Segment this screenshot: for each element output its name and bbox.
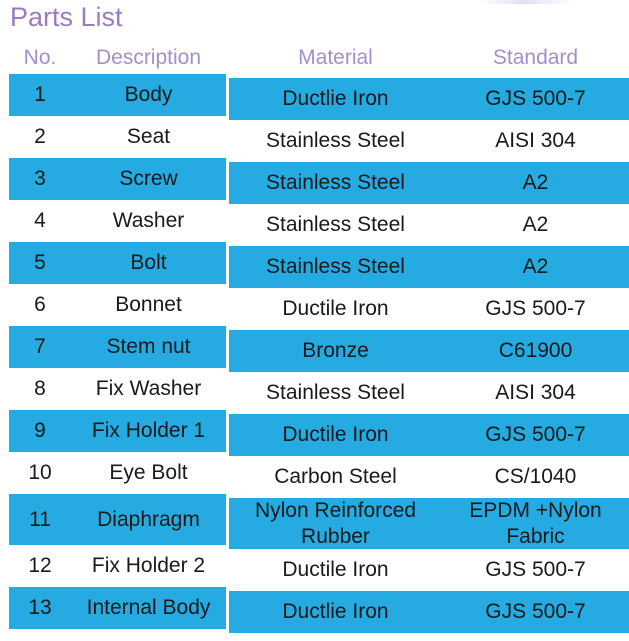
cell-material: Stainless Steel	[229, 120, 442, 162]
column-header-description: Description	[95, 46, 202, 70]
cell-material: Ductile Iron	[229, 288, 442, 330]
cell-standard: CS/1040	[442, 456, 629, 498]
cell-material: Ductlie Iron	[229, 78, 442, 120]
cell-description: Bolt	[71, 242, 226, 284]
cell-description: Seat	[71, 116, 226, 158]
cell-no: 11	[9, 494, 71, 546]
cell-description: Stem nut	[71, 326, 226, 368]
cell-material: Stainless Steel	[229, 162, 442, 204]
cell-description: Washer	[71, 200, 226, 242]
table-header-row: No. Description Material Standard	[0, 42, 629, 74]
cell-description: Screw	[71, 158, 226, 200]
cell-no: 1	[9, 74, 71, 116]
cell-standard: GJS 500-7	[442, 591, 629, 634]
cell-no: 3	[9, 158, 71, 200]
cell-material: Carbon Steel	[229, 456, 442, 498]
cell-standard: AISI 304	[442, 120, 629, 162]
cell-no: 6	[9, 284, 71, 326]
table-row: 5 Bolt Stainless Steel A2	[0, 242, 629, 288]
table-row: 12 Fix Holder 2 Ductile Iron GJS 500-7	[0, 545, 629, 592]
cell-standard: EPDM +Nylon Fabric	[442, 498, 629, 550]
cell-material: Ductile Iron	[229, 414, 442, 456]
column-header-standard: Standard	[492, 46, 579, 70]
cell-standard: GJS 500-7	[442, 288, 629, 330]
cell-material: Bronze	[229, 330, 442, 372]
page-title: Parts List	[10, 2, 123, 32]
table-row: 1 Body Ductlie Iron GJS 500-7	[0, 74, 629, 120]
cell-description: Fix Washer	[71, 368, 226, 410]
cell-no: 10	[9, 452, 71, 494]
cell-standard: C61900	[442, 330, 629, 372]
parts-table-body: 1 Body Ductlie Iron GJS 500-7 2 Seat Sta…	[0, 74, 629, 634]
table-row: 13 Internal Body Ductlie Iron GJS 500-7	[0, 587, 629, 634]
cell-description: Bonnet	[71, 284, 226, 326]
cell-description: Diaphragm	[71, 494, 226, 546]
cell-material: Stainless Steel	[229, 204, 442, 246]
table-row: 3 Screw Stainless Steel A2	[0, 158, 629, 204]
cell-description: Fix Holder 1	[71, 410, 226, 452]
cell-material: Ductlie Iron	[229, 591, 442, 634]
cell-no: 7	[9, 326, 71, 368]
cell-no: 12	[9, 545, 71, 588]
cell-no: 2	[9, 116, 71, 158]
table-row: 2 Seat Stainless Steel AISI 304	[0, 116, 629, 162]
cell-standard: A2	[442, 246, 629, 288]
cell-standard: GJS 500-7	[442, 414, 629, 456]
column-header-no: No.	[23, 46, 57, 70]
cell-standard: GJS 500-7	[442, 78, 629, 120]
cell-description: Body	[71, 74, 226, 116]
table-row: 8 Fix Washer Stainless Steel AISI 304	[0, 368, 629, 414]
table-row: 7 Stem nut Bronze C61900	[0, 326, 629, 372]
top-edge-artifact	[478, 0, 573, 4]
cell-no: 8	[9, 368, 71, 410]
table-row: 11 Diaphragm Nylon Reinforced Rubber EPD…	[0, 494, 629, 550]
cell-material: Nylon Reinforced Rubber	[229, 498, 442, 550]
cell-description: Internal Body	[71, 587, 226, 630]
cell-standard: AISI 304	[442, 372, 629, 414]
cell-standard: A2	[442, 162, 629, 204]
cell-description: Eye Bolt	[71, 452, 226, 494]
cell-description: Fix Holder 2	[71, 545, 226, 588]
cell-material: Stainless Steel	[229, 246, 442, 288]
table-row: 10 Eye Bolt Carbon Steel CS/1040	[0, 452, 629, 498]
cell-standard: GJS 500-7	[442, 549, 629, 592]
cell-no: 5	[9, 242, 71, 284]
table-row: 4 Washer Stainless Steel A2	[0, 200, 629, 246]
cell-standard: A2	[442, 204, 629, 246]
cell-material: Stainless Steel	[229, 372, 442, 414]
cell-no: 9	[9, 410, 71, 452]
cell-material: Ductile Iron	[229, 549, 442, 592]
column-header-material: Material	[298, 46, 373, 70]
table-row: 6 Bonnet Ductile Iron GJS 500-7	[0, 284, 629, 330]
table-row: 9 Fix Holder 1 Ductile Iron GJS 500-7	[0, 410, 629, 456]
cell-no: 13	[9, 587, 71, 630]
cell-no: 4	[9, 200, 71, 242]
